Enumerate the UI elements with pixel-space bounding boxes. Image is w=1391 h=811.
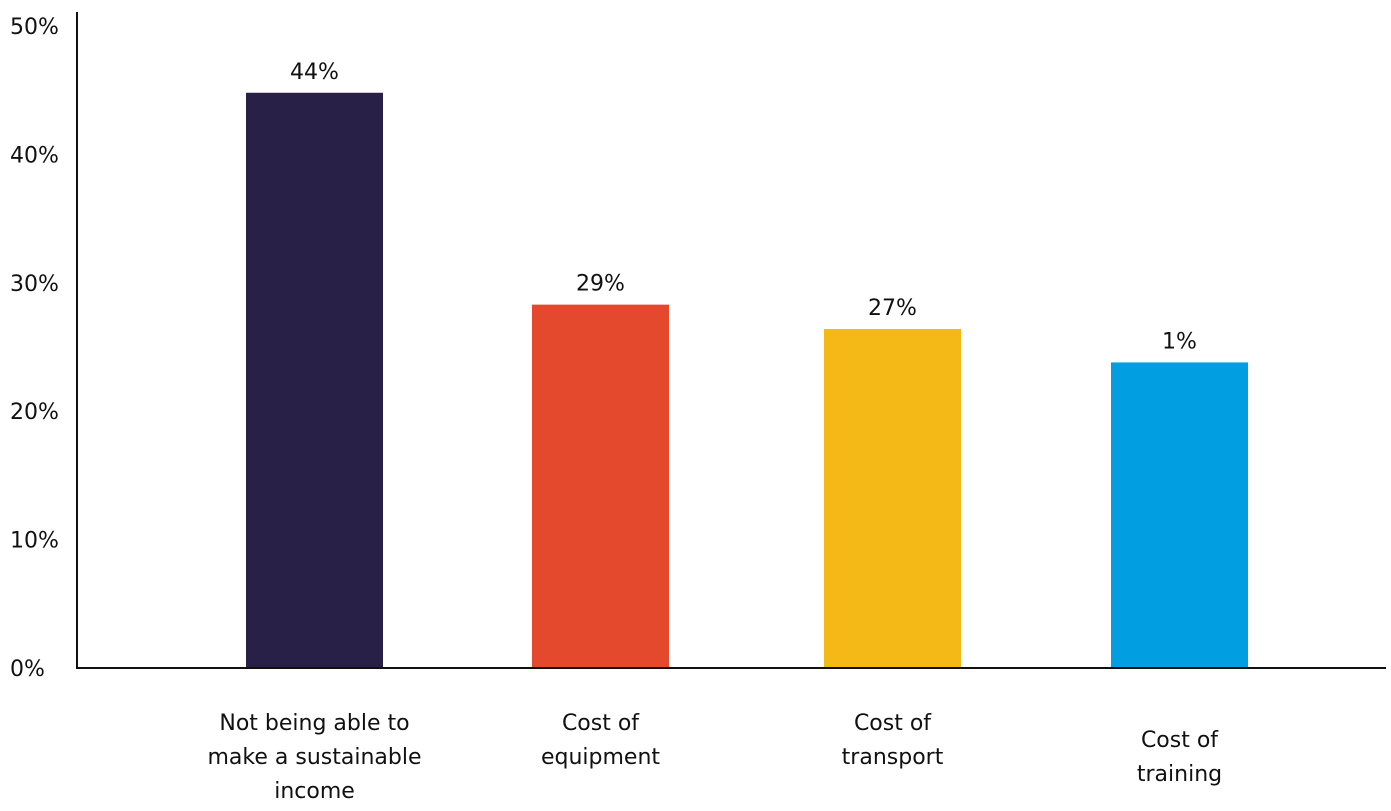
y-tick-label: 20% [10, 400, 59, 425]
bar [246, 92, 383, 668]
category-label: Not being able to make a sustainable incom… [208, 711, 422, 804]
category-label: Cost of equipment [541, 711, 660, 770]
y-tick-label: 40% [10, 143, 59, 168]
value-labels: 44% 29% 27% 1% [290, 60, 1197, 355]
bar [1111, 362, 1248, 668]
category-label: Cost of transport [842, 711, 944, 770]
y-tick-label: 10% [10, 529, 59, 554]
bar-value-label: 29% [576, 272, 625, 297]
bar [824, 329, 961, 668]
y-axis-ticks: 0% 10% 20% 30% 40% 50% [10, 15, 59, 682]
y-tick-label: 30% [10, 272, 59, 297]
category-labels: Not being able to make a sustainable incom… [208, 711, 1223, 804]
y-tick-label: 0% [10, 657, 45, 682]
category-label: Cost of training [1137, 728, 1222, 787]
y-tick-label: 50% [10, 15, 59, 40]
bars [246, 92, 1248, 668]
bar-value-label: 1% [1162, 329, 1197, 354]
bar [532, 304, 669, 668]
bar-value-label: 27% [868, 296, 917, 321]
bar-value-label: 44% [290, 60, 339, 85]
